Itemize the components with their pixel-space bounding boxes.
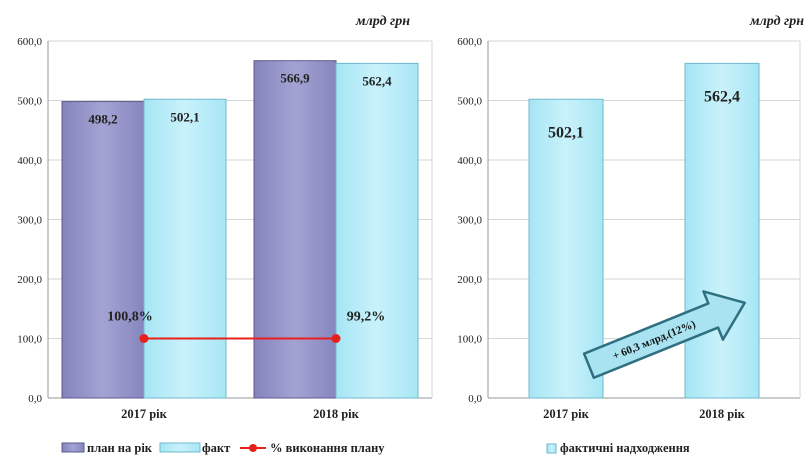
bar-fact (335, 62, 419, 399)
right-y-axis-ticks: 0,0 100,0 200,0 300,0 400,0 500,0 600,0 (457, 36, 482, 405)
legend-swatch-actual (546, 443, 557, 454)
legend-label-fact: факт (202, 441, 230, 455)
left-y-tick-label: 400,0 (17, 155, 42, 167)
right-y-tick-label: 100,0 (457, 334, 482, 346)
pct-marker (331, 334, 341, 343)
bar-data-label: 562,4 (362, 73, 392, 88)
legend-marker-pct (249, 444, 257, 452)
right-chart: млрд грн 0,0 100,0 200,0 300,0 400,0 500,0 600… (457, 14, 804, 455)
pct-marker (139, 334, 149, 343)
bar-data-label: 502,1 (170, 109, 199, 124)
left-y-axis-ticks: 0,0 100,0 200,0 300,0 400,0 500,0 600,0 (17, 36, 42, 405)
right-y-tick-label: 500,0 (457, 96, 482, 108)
category-label: 2018 рік (313, 407, 360, 421)
right-y-tick-label: 300,0 (457, 215, 482, 227)
bar-plan (61, 101, 145, 399)
left-bars: 498,2 502,1 566,9 562,4 (61, 60, 419, 399)
bar-plan (253, 60, 337, 399)
bar-actual (528, 98, 604, 399)
right-y-tick-label: 0,0 (468, 393, 482, 405)
category-label: 2017 рік (543, 407, 590, 421)
left-y-tick-label: 500,0 (17, 96, 42, 108)
right-category-labels: 2017 рік 2018 рік (543, 407, 746, 421)
legend-label-actual: фактичні надходження (560, 441, 690, 455)
left-chart: млрд грн 0,0 100,0 200,0 300,0 400,0 500,0 600… (17, 14, 433, 455)
left-y-tick-label: 100,0 (17, 334, 42, 346)
left-y-tick-label: 300,0 (17, 215, 42, 227)
left-y-tick-label: 0,0 (28, 393, 42, 405)
pct-data-label: 100,8% (107, 310, 153, 325)
right-y-tick-label: 200,0 (457, 274, 482, 286)
left-unit-label: млрд грн (355, 14, 410, 29)
bar-data-label: 562,4 (704, 88, 740, 105)
right-y-tick-label: 600,0 (457, 36, 482, 48)
pct-data-label: 99,2% (347, 310, 386, 325)
left-pct-line: 100,8% 99,2% (107, 310, 386, 343)
right-legend: фактичні надходження (546, 441, 690, 455)
legend-label-plan: план на рік (87, 441, 153, 455)
growth-arrow-shape (582, 290, 746, 380)
bar-actual (684, 62, 760, 399)
bar-data-label: 502,1 (548, 124, 584, 141)
left-y-tick-label: 600,0 (17, 36, 42, 48)
left-legend: план на рік факт % виконання плану (61, 441, 385, 455)
legend-swatch-plan (61, 442, 85, 453)
legend-label-pct: % виконання плану (270, 441, 385, 455)
right-bars: 502,1 562,4 (528, 62, 760, 399)
bar-data-label: 566,9 (280, 71, 310, 86)
left-category-labels: 2017 рік 2018 рік (121, 407, 360, 421)
right-unit-label: млрд грн (749, 14, 804, 29)
category-label: 2018 рік (699, 407, 746, 421)
left-y-tick-label: 200,0 (17, 274, 42, 286)
legend-swatch-fact (159, 442, 201, 453)
bar-data-label: 498,2 (88, 112, 117, 127)
right-y-tick-label: 400,0 (457, 155, 482, 167)
bar-fact (143, 98, 227, 399)
category-label: 2017 рік (121, 407, 168, 421)
